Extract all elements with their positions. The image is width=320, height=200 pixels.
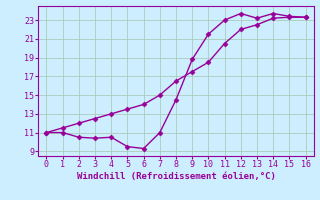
X-axis label: Windchill (Refroidissement éolien,°C): Windchill (Refroidissement éolien,°C) [76, 172, 276, 181]
